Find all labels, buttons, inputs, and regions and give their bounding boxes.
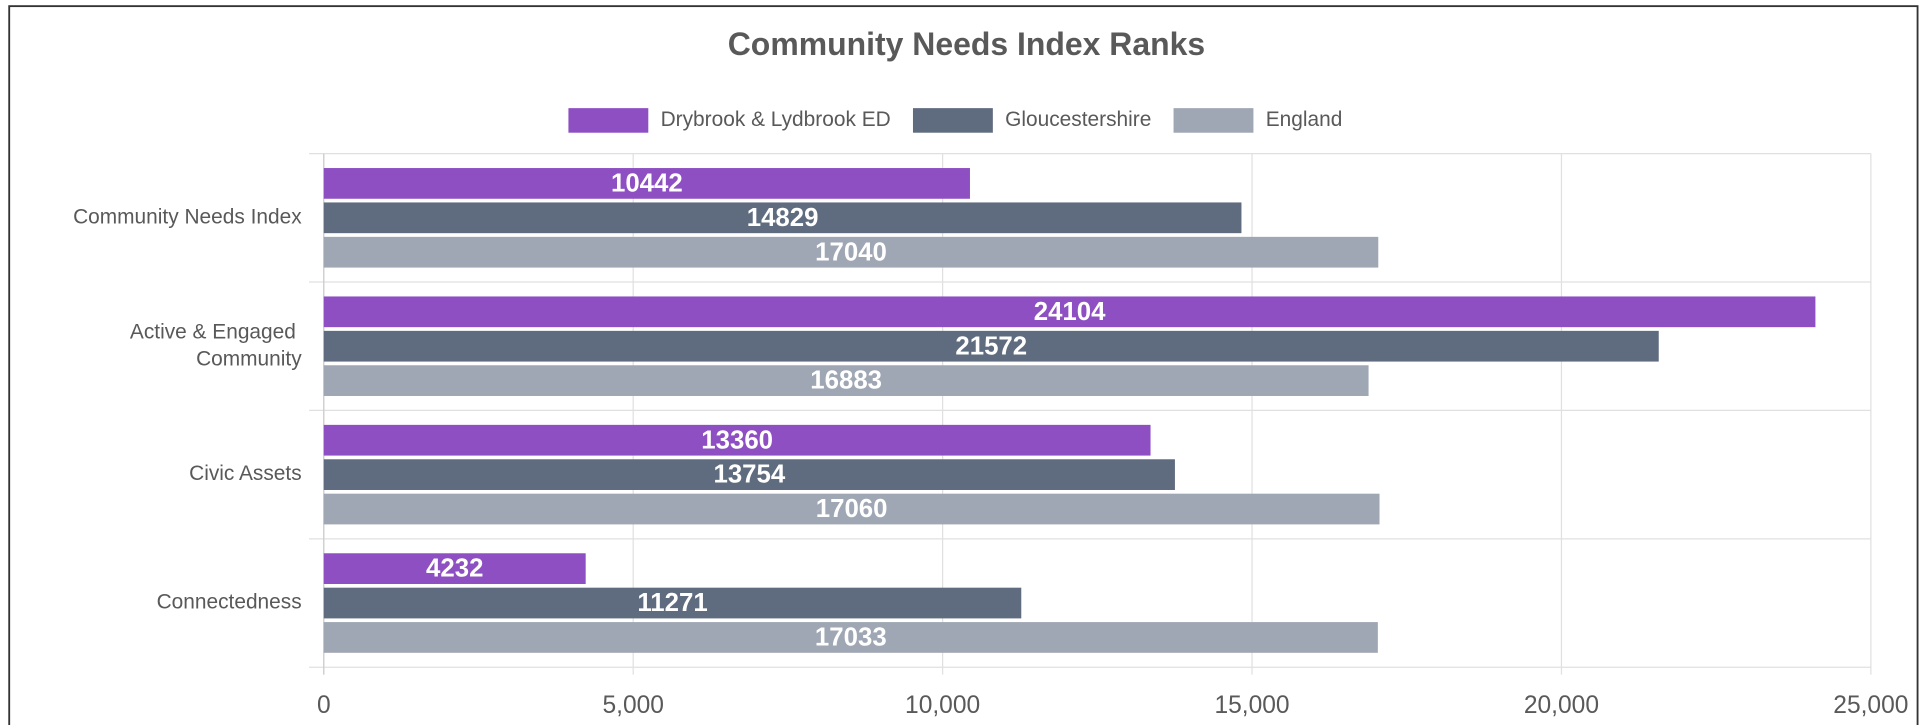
- x-tick-label: 20,000: [1524, 692, 1599, 719]
- x-tick-label: 10,000: [905, 692, 980, 719]
- y-tick-label: Connectedness: [157, 591, 302, 614]
- legend-label: England: [1266, 108, 1343, 131]
- bar: [323, 493, 1380, 525]
- bar-value-label: 16883: [810, 367, 882, 395]
- bar-value-label: 4232: [426, 555, 483, 583]
- bar: [323, 622, 1378, 653]
- bar: [323, 330, 1659, 362]
- bar-value-label: 17060: [816, 495, 888, 523]
- chart-title: Community Needs Index Ranks: [728, 26, 1205, 62]
- bar: [323, 553, 586, 584]
- legend-label: Drybrook & Lydbrook ED: [661, 108, 891, 131]
- bar-value-label: 14829: [747, 204, 819, 232]
- bar: [323, 459, 1175, 490]
- x-tick-label: 25,000: [1833, 692, 1908, 719]
- bar-value-label: 11271: [637, 589, 707, 617]
- y-tick-label: Active & Engaged Community: [130, 320, 302, 370]
- x-tick-label: 15,000: [1214, 692, 1289, 719]
- x-tick-label: 5,000: [602, 692, 663, 719]
- bar-value-label: 17033: [815, 623, 887, 651]
- bar-value-label: 21572: [955, 332, 1027, 360]
- bar-value-label: 24104: [1034, 298, 1106, 326]
- legend-swatch: [1173, 108, 1254, 133]
- bar-value-label: 10442: [611, 169, 683, 197]
- bar: [323, 236, 1379, 268]
- bar: [323, 424, 1151, 456]
- bar-value-label: 13360: [701, 426, 773, 454]
- legend-swatch: [568, 108, 649, 133]
- bar: [323, 296, 1816, 328]
- bar: [323, 202, 1242, 234]
- bar: [323, 168, 970, 199]
- bar: [323, 587, 1022, 619]
- bar: [323, 365, 1369, 396]
- x-tick-label: 0: [317, 692, 331, 719]
- legend-label: Gloucestershire: [1005, 108, 1151, 131]
- y-tick-label: Civic Assets: [189, 462, 302, 485]
- legend-swatch: [912, 108, 993, 133]
- bar-value-label: 17040: [815, 238, 887, 266]
- y-tick-label: Community Needs Index: [73, 205, 302, 228]
- bar-value-label: 13754: [713, 461, 785, 489]
